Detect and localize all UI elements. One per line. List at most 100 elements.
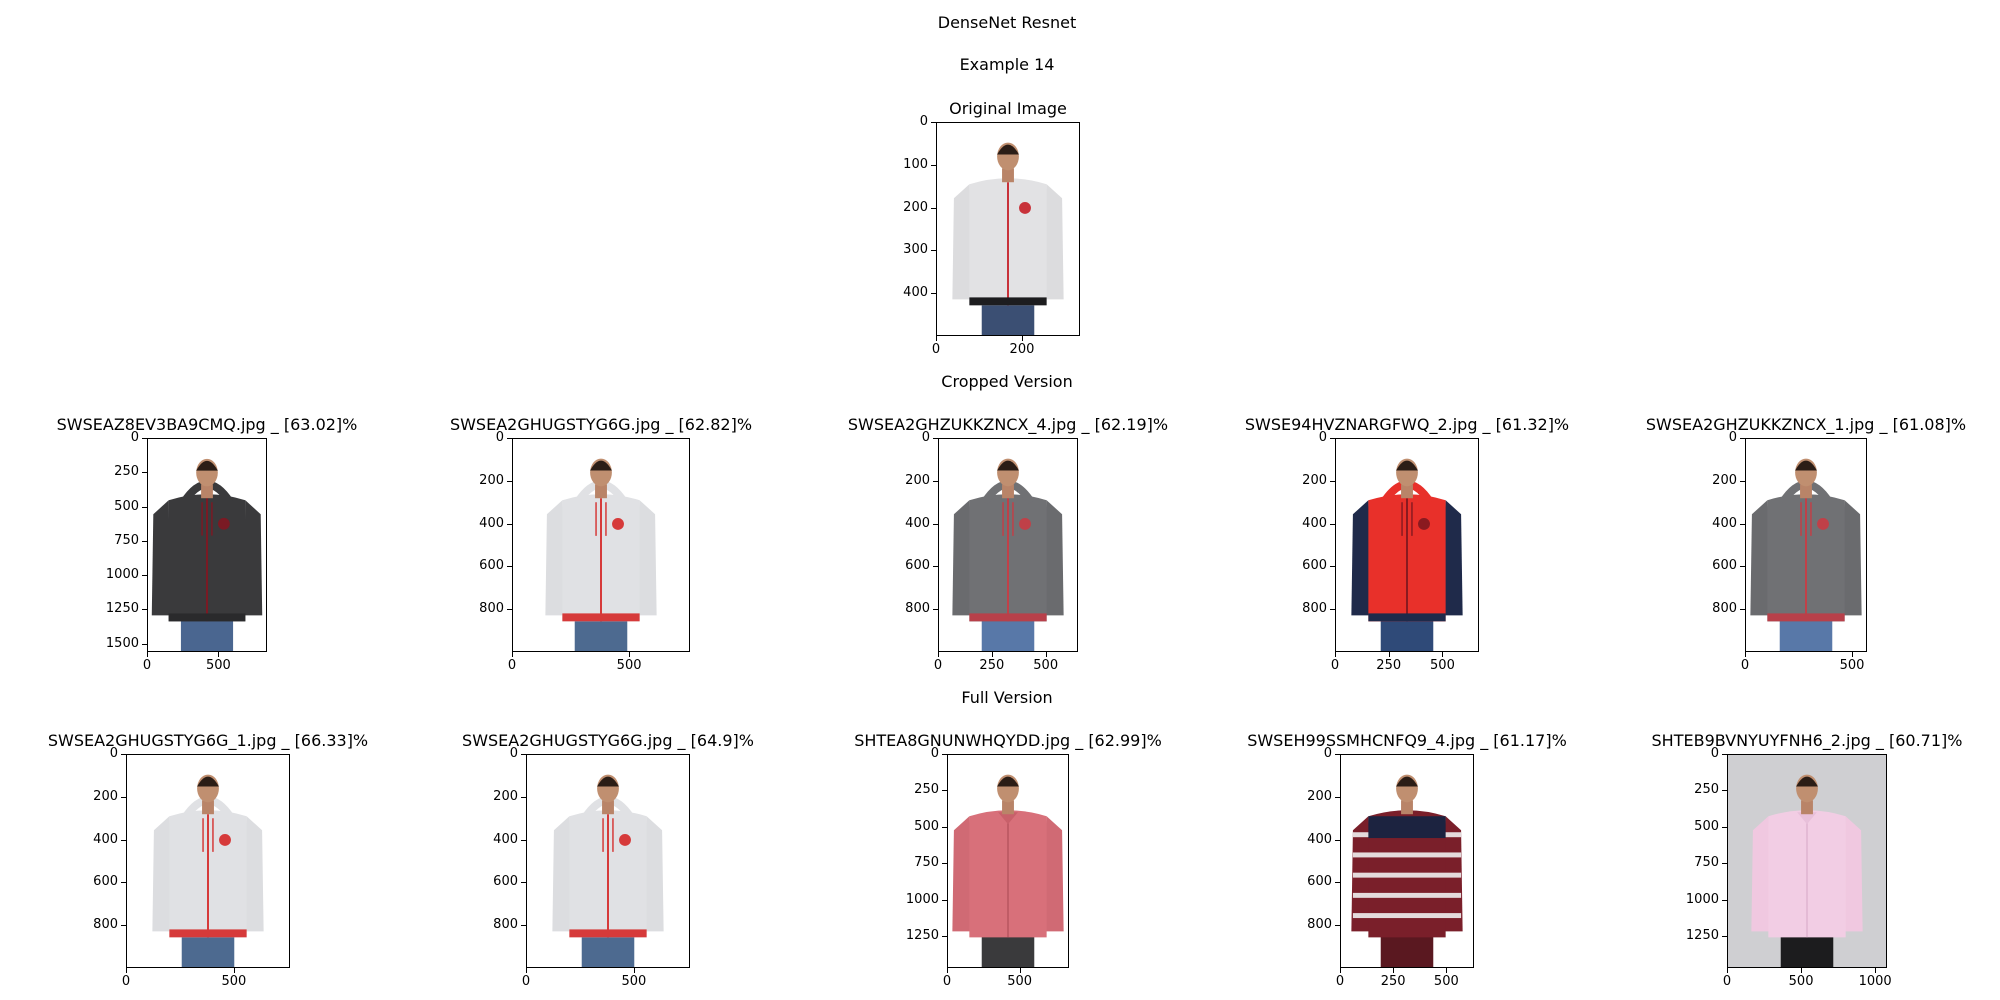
image-title: SWSEH99SSMHCNFQ9_4.jpg _ [61.17]% xyxy=(1247,731,1567,750)
x-tick xyxy=(1045,652,1047,657)
stripe-shape xyxy=(1352,913,1462,919)
x-tick xyxy=(1388,652,1390,657)
y-tick-label: 400 xyxy=(93,831,118,847)
y-tick-label: 250 xyxy=(1694,782,1719,798)
y-tick xyxy=(142,472,147,474)
pants-shape xyxy=(1380,617,1434,651)
x-tick-label: 0 xyxy=(942,974,952,989)
y-tick-label: 800 xyxy=(479,601,504,617)
pants-shape xyxy=(581,933,635,967)
hair-shape xyxy=(1795,460,1817,471)
y-tick-label: 400 xyxy=(1302,515,1327,531)
y-tick xyxy=(1335,925,1340,927)
y-tick xyxy=(942,935,947,937)
hair-shape xyxy=(196,460,218,471)
product-photo xyxy=(948,755,1068,967)
x-tick-label: 0 xyxy=(507,658,517,673)
x-tick xyxy=(1852,652,1854,657)
x-tick xyxy=(947,968,948,973)
y-tick-label: 250 xyxy=(114,464,139,480)
y-tick xyxy=(521,796,526,798)
y-tick-label: 800 xyxy=(1302,601,1327,617)
full-section-title: Full Version xyxy=(961,688,1053,707)
y-tick-label: 0 xyxy=(1728,430,1737,445)
y-tick xyxy=(142,506,147,508)
y-tick xyxy=(1722,935,1727,937)
product-photo xyxy=(1746,439,1866,651)
x-tick xyxy=(512,652,513,657)
y-tick-label: 750 xyxy=(1694,855,1719,871)
left-sleeve-shape xyxy=(552,816,572,932)
hair-shape xyxy=(1796,776,1818,787)
right-sleeve-shape xyxy=(1843,816,1863,932)
x-tick-label: 500 xyxy=(221,974,247,989)
image-panel xyxy=(1727,754,1887,968)
image-title: Original Image xyxy=(949,99,1067,118)
x-tick-label: 0 xyxy=(1722,974,1732,989)
x-tick xyxy=(233,968,235,973)
y-tick xyxy=(1722,826,1727,828)
image-title: SWSEA2GHUGSTYG6G.jpg _ [64.9]% xyxy=(462,731,754,750)
x-tick-label: 0 xyxy=(121,974,131,989)
y-tick xyxy=(1722,863,1727,865)
chest-emblem-shape xyxy=(612,518,624,530)
chest-emblem-shape xyxy=(1418,518,1430,530)
y-tick-label: 0 xyxy=(495,430,504,445)
y-tick xyxy=(931,293,936,295)
y-tick xyxy=(1722,790,1727,792)
image-panel xyxy=(512,438,690,652)
y-tick-label: 200 xyxy=(479,472,504,488)
right-sleeve-shape xyxy=(244,816,264,932)
y-tick xyxy=(142,643,147,645)
pants-shape xyxy=(981,301,1035,335)
y-tick xyxy=(931,207,936,209)
y-tick-label: 500 xyxy=(1694,818,1719,834)
left-sleeve-shape xyxy=(1751,816,1771,932)
waistband-shape xyxy=(569,929,647,938)
y-tick-label: 600 xyxy=(493,874,518,890)
y-tick xyxy=(942,754,947,755)
y-tick-label: 600 xyxy=(93,874,118,890)
image-panel xyxy=(938,438,1078,652)
y-tick xyxy=(1740,480,1745,482)
y-tick xyxy=(1740,609,1745,611)
left-sleeve-shape xyxy=(151,500,171,616)
image-title: SWSEAZ8EV3BA9CMQ.jpg _ [63.02]% xyxy=(56,415,358,434)
y-tick-label: 800 xyxy=(493,917,518,933)
x-tick-label: 500 xyxy=(206,658,231,673)
x-tick xyxy=(126,968,127,973)
pants-shape xyxy=(981,933,1035,967)
y-tick-label: 400 xyxy=(479,515,504,531)
y-tick-label: 800 xyxy=(1307,917,1332,933)
y-tick-label: 600 xyxy=(1302,558,1327,574)
image-title: SWSEA2GHUGSTYG6G.jpg _ [62.82]% xyxy=(449,415,753,434)
y-tick-label: 200 xyxy=(493,788,518,804)
y-tick-label: 600 xyxy=(1712,558,1737,574)
image-title: SHTEA8GNUNWHQYDD.jpg _ [62.99]% xyxy=(854,731,1162,750)
y-tick xyxy=(121,839,126,841)
y-tick xyxy=(931,250,936,252)
x-tick xyxy=(1801,968,1803,973)
chest-emblem-shape xyxy=(1019,518,1031,530)
x-tick xyxy=(1442,652,1444,657)
y-tick-label: 600 xyxy=(1307,874,1332,890)
y-tick-label: 1250 xyxy=(105,601,139,617)
image-title: SHTEB9BVNYUYFNH6_2.jpg _ [60.71]% xyxy=(1651,731,1963,750)
product-photo xyxy=(939,439,1077,651)
y-tick xyxy=(942,863,947,865)
right-sleeve-shape xyxy=(243,500,263,616)
x-tick xyxy=(1021,336,1023,341)
y-tick xyxy=(933,609,938,611)
neck-shape xyxy=(602,800,614,815)
y-tick-label: 0 xyxy=(921,430,930,445)
pants-shape xyxy=(1780,933,1834,967)
y-tick-label: 800 xyxy=(905,601,930,617)
y-tick-label: 1000 xyxy=(1685,891,1719,907)
y-tick xyxy=(1330,438,1335,439)
x-tick-label: 500 xyxy=(1007,974,1033,989)
y-tick xyxy=(142,575,147,577)
chest-emblem-shape xyxy=(1817,518,1829,530)
x-tick xyxy=(147,652,148,657)
hair-shape xyxy=(597,776,619,787)
x-tick-label: 0 xyxy=(931,342,941,357)
